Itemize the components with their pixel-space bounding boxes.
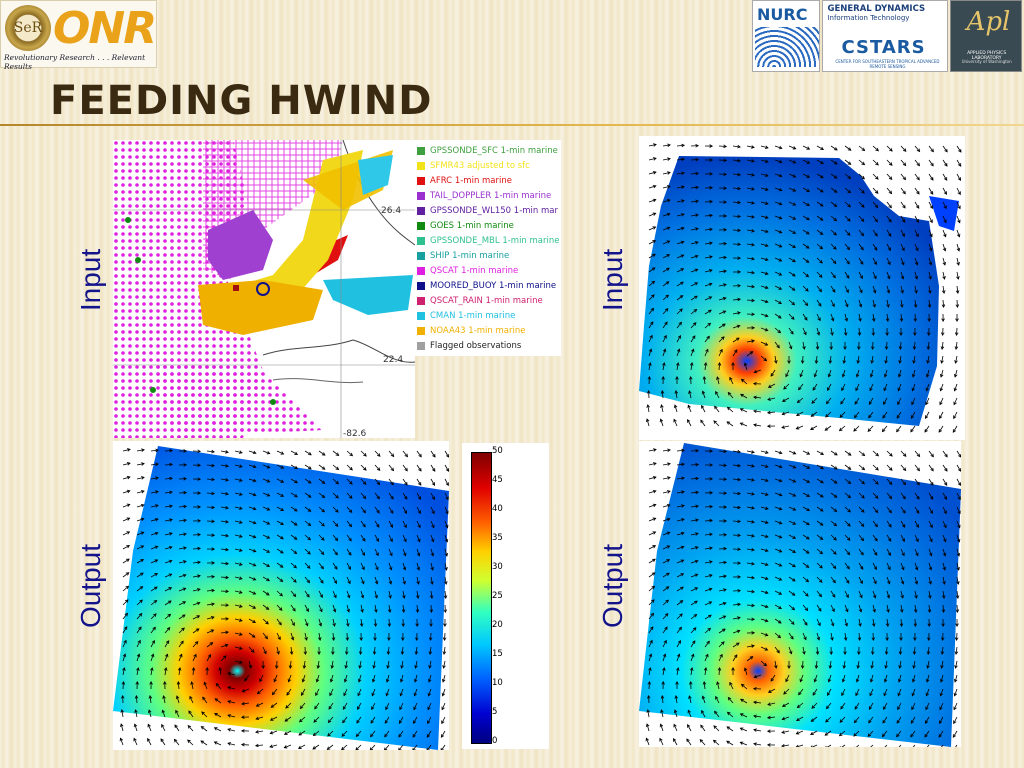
onr-wordmark: ONR [53, 3, 157, 54]
cman-track [323, 275, 413, 315]
output-field-area-right [639, 443, 961, 747]
legend-label: TAIL_DOPPLER 1-min marine [430, 190, 552, 201]
legend-label: GPSSONDE_MBL 1-min marine [430, 235, 560, 246]
legend-item: TAIL_DOPPLER 1-min marine [415, 188, 561, 203]
legend-swatch [417, 221, 425, 230]
colorbar-tick: 45 [492, 475, 503, 485]
legend-swatch [417, 146, 425, 155]
wind-vectors [119, 448, 449, 750]
colorbar-tick: 30 [492, 562, 503, 572]
apl-logo: Apl APPLIED PHYSICS LABORATORY Universit… [949, 0, 1022, 72]
legend-label: GOES 1-min marine [430, 220, 514, 231]
legend-label: CMAN 1-min marine [430, 310, 516, 321]
legend-swatch [417, 176, 425, 185]
onr-tagline: Revolutionary Research . . . Relevant Re… [4, 53, 146, 71]
legend-swatch [417, 161, 425, 170]
legend-swatch [417, 311, 425, 320]
legend-swatch [417, 251, 425, 260]
colorbar-gradient [471, 452, 492, 744]
legend-item: Flagged observations [415, 338, 561, 353]
colorbar-tick: 50 [492, 446, 503, 456]
legend-label: QSCAT_RAIN 1-min marine [430, 295, 543, 306]
colorbar-tick: 0 [492, 736, 498, 746]
storm-center-icon [256, 282, 270, 296]
title-rule [0, 124, 1024, 126]
legend-label: GPSSONDE_WL150 1-min mar [430, 205, 558, 216]
legend-swatch [417, 326, 425, 335]
label-input-left: Input [75, 248, 106, 312]
legend-item: GPSSONDE_MBL 1-min marine [415, 233, 561, 248]
lat-label-north: 26.4 [381, 206, 401, 216]
label-input-right: Input [597, 248, 628, 312]
legend-label: GPSSONDE_SFC 1-min marine [430, 145, 558, 156]
legend-label: MOORED_BUOY 1-min marine [430, 280, 557, 291]
legend-item: SFMR43 adjusted to sfc [415, 158, 561, 173]
input-field-area [639, 156, 939, 426]
colorbar-tick: 35 [492, 533, 503, 543]
observation-legend: GPSSONDE_SFC 1-min marine SFMR43 adjusted… [415, 140, 561, 356]
slide-title: Feeding HWIND [50, 78, 433, 124]
lat-label-south: 22.4 [383, 355, 403, 365]
legend-item: GOES 1-min marine [415, 218, 561, 233]
legend-item: QSCAT_RAIN 1-min marine [415, 293, 561, 308]
label-output-right: Output [597, 543, 628, 629]
legend-label: AFRC 1-min marine [430, 175, 512, 186]
onr-logo: SeR ONR Revolutionary Research . . . Rel… [0, 0, 157, 71]
colorbar-tick: 40 [492, 504, 503, 514]
legend-swatch [417, 281, 425, 290]
onr-seal-icon: SeR [5, 5, 51, 51]
legend-label: SFMR43 adjusted to sfc [430, 160, 530, 171]
legend-item: SHIP 1-min marine [415, 248, 561, 263]
colorbar-tick: 25 [492, 591, 503, 601]
legend-item: NOAA43 1-min marine [415, 323, 561, 338]
observation-map: 26.4 22.4 -82.6 [113, 140, 415, 438]
partner-logos: NURC GENERAL DYNAMICS Information Techno… [752, 0, 1022, 72]
output-field-area-left [113, 446, 449, 750]
wave-icon [755, 27, 819, 67]
output-wind-field-left [113, 441, 449, 750]
gd-cstars-logo: GENERAL DYNAMICS Information Technology … [822, 0, 948, 72]
observation-map-svg: 26.4 22.4 -82.6 [113, 140, 415, 438]
lon-label: -82.6 [343, 429, 367, 438]
legend-swatch [417, 236, 425, 245]
legend-label: SHIP 1-min marine [430, 250, 510, 261]
tail-doppler [208, 210, 273, 280]
legend-item: GPSSONDE_SFC 1-min marine [415, 143, 561, 158]
colorbar-tick: 10 [492, 678, 503, 688]
legend-item: QSCAT 1-min marine [415, 263, 561, 278]
legend-item: CMAN 1-min marine [415, 308, 561, 323]
colorbar-tick: 15 [492, 649, 503, 659]
noaa-track [198, 280, 323, 335]
nurc-logo: NURC [752, 0, 821, 72]
legend-item: AFRC 1-min marine [415, 173, 561, 188]
legend-swatch [417, 341, 425, 350]
wind-vectors [645, 143, 962, 433]
colorbar-tick: 5 [492, 707, 498, 717]
legend-swatch [417, 296, 425, 305]
legend-item: MOORED_BUOY 1-min marine [415, 278, 561, 293]
input-wind-field [639, 136, 965, 440]
legend-label: NOAA43 1-min marine [430, 325, 526, 336]
legend-label: QSCAT 1-min marine [430, 265, 519, 276]
legend-swatch [417, 266, 425, 275]
output-wind-field-right [639, 441, 961, 747]
qscat-swath-south [153, 360, 323, 438]
wind-vectors [645, 448, 961, 747]
legend-label: Flagged observations [430, 340, 522, 351]
legend-item: GPSSONDE_WL150 1-min mar [415, 203, 561, 218]
wind-speed-colorbar: 50 45 40 35 30 25 20 15 10 5 0 [462, 443, 549, 749]
colorbar-tick: 20 [492, 620, 503, 630]
label-output-left: Output [75, 543, 106, 629]
legend-swatch [417, 206, 425, 215]
legend-swatch [417, 191, 425, 200]
